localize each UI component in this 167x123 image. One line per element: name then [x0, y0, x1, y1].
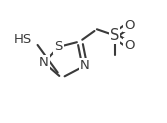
Text: S: S — [110, 28, 119, 43]
Text: O: O — [124, 39, 134, 52]
Text: N: N — [39, 56, 49, 69]
Text: S: S — [54, 40, 63, 53]
Text: O: O — [124, 19, 134, 31]
Text: HS: HS — [14, 33, 32, 46]
Text: N: N — [80, 59, 90, 72]
